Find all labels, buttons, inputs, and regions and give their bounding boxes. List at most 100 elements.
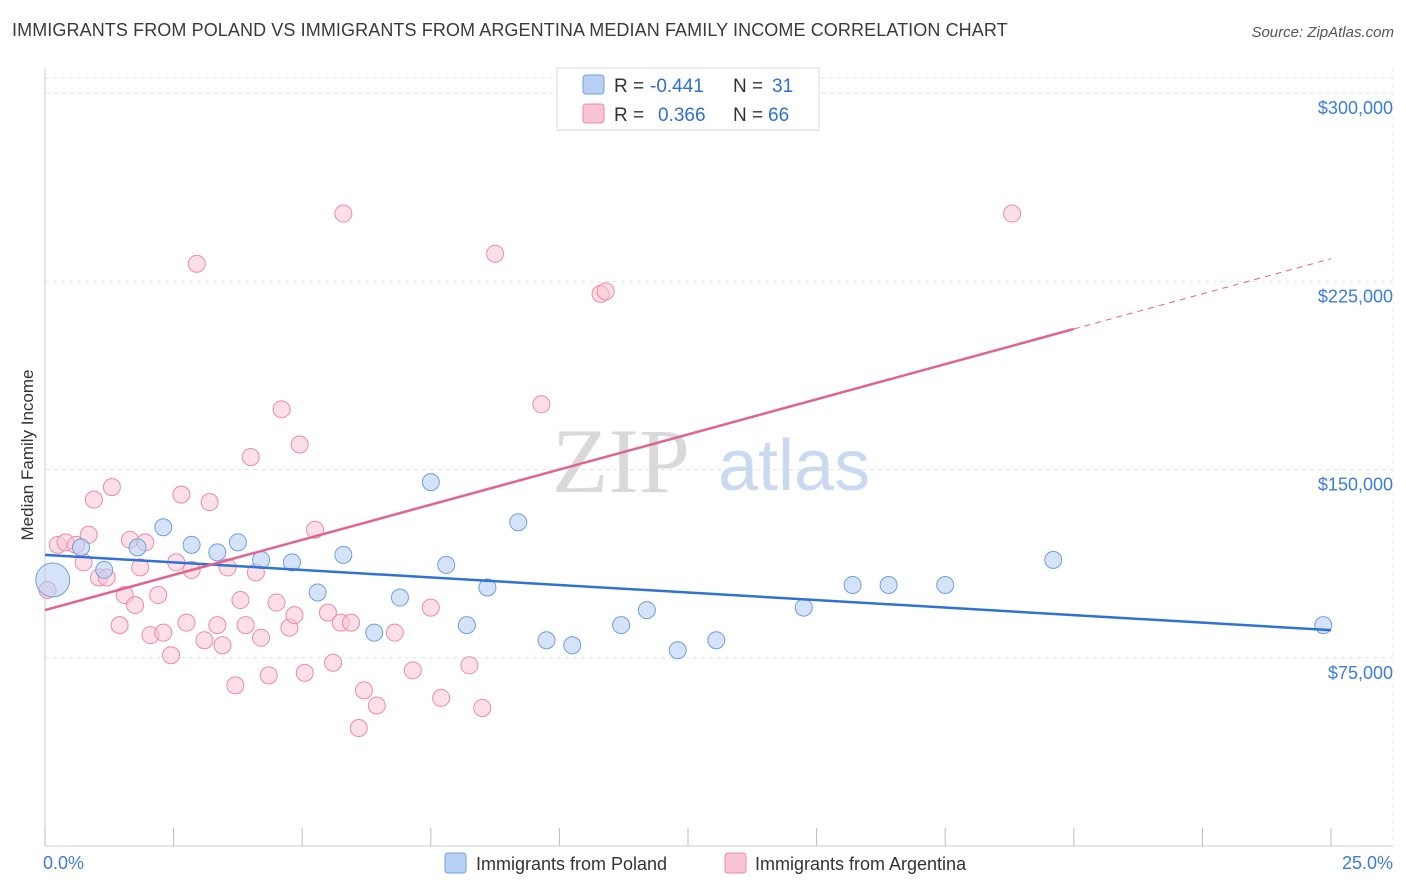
poland-point	[879, 575, 898, 594]
watermark-atlas: atlas	[718, 426, 870, 506]
poland-point	[182, 535, 201, 554]
argentina-point	[267, 593, 286, 612]
poland-point	[437, 555, 456, 574]
poland-point	[794, 598, 813, 617]
argentina-point	[403, 661, 422, 680]
poland-point	[154, 518, 173, 537]
bottom-legend-label-poland: Immigrants from Poland	[476, 854, 667, 874]
poland-point	[421, 473, 440, 492]
argentina-point	[231, 591, 250, 610]
legend-r-label-1: R =	[614, 76, 644, 97]
argentina-point	[126, 596, 145, 615]
argentina-point	[349, 719, 368, 738]
watermark-zip: ZIP	[552, 410, 690, 512]
argentina-trend-line	[44, 327, 1075, 612]
poland-point	[95, 560, 114, 579]
poland-point	[1044, 550, 1063, 569]
chart-title: IMMIGRANTS FROM POLAND VS IMMIGRANTS FRO…	[12, 20, 1008, 40]
legend-swatch-poland	[582, 74, 605, 95]
argentina-trend-extension	[1073, 258, 1332, 330]
argentina-point	[342, 613, 361, 632]
legend-n-value-poland: 31	[772, 76, 793, 97]
argentina-point	[154, 623, 173, 642]
argentina-point	[195, 631, 214, 650]
argentina-point	[290, 435, 309, 454]
legend-swatch-argentina	[582, 103, 605, 124]
trend-layer	[44, 258, 1332, 632]
poland-point	[72, 538, 91, 557]
bottom-legend: Immigrants from Poland Immigrants from A…	[444, 852, 967, 874]
y-tick-label: $225,000	[1318, 286, 1393, 306]
labels-layer: $75,000 $150,000 $225,000 $300,000 0.0% 25.0%	[43, 98, 1393, 873]
argentina-point	[177, 613, 196, 632]
legend-r-label-2: R =	[614, 105, 644, 126]
argentina-point	[596, 282, 615, 301]
y-tick-label: $300,000	[1318, 98, 1393, 118]
watermark: ZIP atlas	[552, 410, 870, 512]
legend-r-value-argentina: 0.366	[658, 105, 706, 126]
poland-point	[843, 575, 862, 594]
argentina-points	[38, 204, 1022, 738]
poland-point	[390, 588, 409, 607]
poland-point	[208, 543, 227, 562]
poland-point	[228, 533, 247, 552]
y-tick-label: $75,000	[1328, 663, 1393, 683]
poland-point	[35, 562, 71, 598]
legend-n-value-argentina: 66	[768, 105, 789, 126]
poland-point	[128, 538, 147, 557]
argentina-point	[252, 628, 271, 647]
poland-point	[637, 601, 656, 620]
bottom-legend-label-argentina: Immigrants from Argentina	[755, 854, 967, 874]
legend-r-value-poland: -0.441	[650, 76, 704, 97]
argentina-point	[102, 478, 121, 497]
poland-point	[365, 623, 384, 642]
argentina-point	[334, 204, 353, 223]
y-axis-title: Median Family Income	[18, 369, 37, 540]
poland-point	[612, 616, 631, 635]
argentina-point	[354, 681, 373, 700]
x-tick-label-max: 25.0%	[1342, 853, 1393, 873]
argentina-point	[200, 493, 219, 512]
argentina-point	[432, 688, 451, 707]
argentina-point	[84, 490, 103, 509]
argentina-point	[259, 666, 278, 685]
bottom-legend-swatch-argentina	[724, 852, 747, 874]
poland-point	[537, 631, 556, 650]
top-legend: R = -0.441 N = 31 R = 0.366 N = 66	[556, 67, 820, 131]
poland-point	[478, 578, 497, 597]
argentina-point	[486, 244, 505, 263]
argentina-point	[421, 598, 440, 617]
argentina-point	[460, 656, 479, 675]
argentina-point	[324, 653, 343, 672]
legend-n-label-2: N =	[733, 105, 763, 126]
argentina-point	[149, 586, 168, 605]
poland-points	[35, 473, 1333, 660]
poland-point	[668, 641, 687, 660]
argentina-point	[295, 663, 314, 682]
poland-point	[707, 631, 726, 650]
axes-layer	[44, 68, 1394, 847]
x-tick-label-min: 0.0%	[43, 853, 84, 873]
poland-point	[308, 583, 327, 602]
argentina-point	[367, 696, 386, 715]
argentina-point	[172, 485, 191, 504]
argentina-point	[385, 623, 404, 642]
y-tick-label: $150,000	[1318, 475, 1393, 495]
source-label: Source: ZipAtlas.com	[1251, 24, 1394, 41]
poland-point	[457, 616, 476, 635]
argentina-point	[208, 616, 227, 635]
bottom-legend-swatch-poland	[444, 852, 467, 874]
argentina-point	[187, 254, 206, 273]
argentina-point	[318, 603, 337, 622]
poland-point	[334, 545, 353, 564]
argentina-point	[213, 636, 232, 655]
argentina-point	[473, 698, 492, 717]
legend-n-label-1: N =	[733, 76, 763, 97]
argentina-point	[236, 616, 255, 635]
poland-point	[563, 636, 582, 655]
argentina-point	[241, 448, 260, 466]
argentina-point	[1003, 204, 1022, 223]
argentina-point	[226, 676, 245, 695]
poland-point	[509, 513, 528, 532]
argentina-point	[110, 616, 129, 635]
